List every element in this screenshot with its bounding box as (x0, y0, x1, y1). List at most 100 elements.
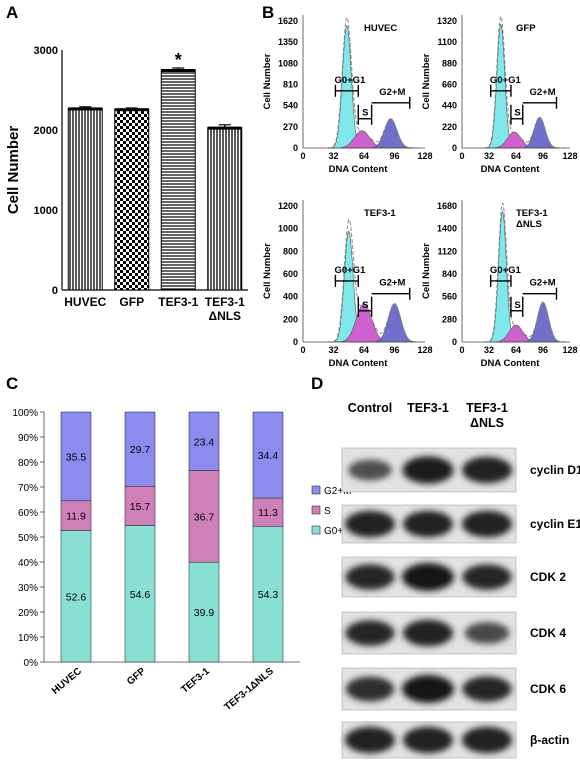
y-tick-label: 1350 (278, 37, 298, 47)
y-tick-label: 3000 (34, 45, 58, 57)
y-tick-label: 100% (12, 408, 38, 419)
band (402, 510, 454, 538)
lane-label: TEF3-1 ΔNLS (466, 401, 508, 430)
fit-envelope (483, 202, 565, 343)
histogram-1: 0 220 440 660 880 1100 1320 0 32 64 96 128 DNA Conte… (421, 15, 578, 175)
significance-marker: * (175, 50, 182, 70)
segment-G2+M (60, 411, 92, 502)
bar-top-edge (161, 69, 196, 72)
y-tick-label: 1100 (437, 37, 457, 47)
g0g1-label: G0+G1 (490, 265, 522, 276)
panel-letter-a: A (6, 3, 18, 22)
histogram-title: HUVEC (364, 23, 397, 34)
data-label: 52.6 (66, 591, 87, 603)
lane-label: Control (348, 401, 392, 415)
panel-letter-d: D (311, 374, 323, 393)
x-tick-label: 128 (562, 151, 577, 161)
segment-G0+G1 (252, 525, 284, 663)
g2m-label: G2+M (530, 278, 556, 289)
blot-row-3: CDK 4 (341, 611, 566, 655)
x-tick-label: GFP (125, 666, 148, 688)
y-tick-label: 0 (452, 143, 457, 153)
g2m-peak (524, 117, 560, 149)
y-tick-label: 600 (283, 269, 298, 279)
protein-label: CDK 6 (530, 682, 566, 696)
data-label: 54.3 (258, 589, 279, 601)
segment-G0+G1 (60, 530, 92, 663)
segment-G0+G1 (188, 561, 220, 663)
y-tick-label: 70% (18, 483, 38, 494)
y-tick-label: 1120 (437, 246, 457, 256)
x-tick-label: 32 (484, 345, 494, 355)
band (461, 726, 513, 754)
blot-row-4: CDK 6 (341, 667, 566, 711)
data-label: 11.3 (258, 507, 278, 519)
x-tick-label: 128 (562, 345, 577, 355)
blot-row-1: cyclin E1 (341, 504, 580, 544)
protein-label: CDK 2 (530, 570, 566, 584)
x-tick-label: 128 (417, 345, 432, 355)
histogram-2: 0 200 400 600 800 1000 1200 0 32 64 96 128 DNA Conte… (262, 200, 433, 369)
y-tick-label: 1000 (34, 205, 58, 217)
y-axis-label: Cell Number (5, 126, 22, 215)
panel-a: A 0 1000 2000 3000 Cell Number HUVEC GFP * TEF3-1… (5, 3, 248, 323)
panel-c: C 0% 10% 20% 30% 40% 50% 60% 70% 80% 90% 100% 52.6 11… (6, 374, 357, 713)
protein-label: CDK 4 (530, 626, 566, 640)
y-tick-label: 60% (18, 508, 38, 519)
y-tick-label: 1000 (278, 224, 298, 234)
band (344, 510, 396, 538)
y-tick-label: 10% (18, 633, 38, 644)
g2m-label: G2+M (379, 87, 405, 98)
segment-G2+M (124, 411, 156, 487)
x-tick-label: TEF3-1 (158, 295, 198, 309)
y-tick-label: 220 (442, 122, 457, 132)
y-axis-label: Cell Number (262, 53, 273, 109)
x-tick-label: TEF3-1 (179, 666, 212, 696)
x-tick-label: 64 (511, 345, 521, 355)
protein-label: cyclin E1 (530, 517, 580, 531)
y-tick-label: 800 (283, 246, 298, 256)
y-tick-label: 1200 (278, 201, 298, 211)
band (402, 619, 454, 647)
bar-1 (114, 108, 150, 291)
histogram-title: TEF3-1 (364, 208, 396, 219)
histogram-3: 0 280 560 840 1120 1400 1680 0 32 64 96 128 DNA Cont… (421, 200, 578, 369)
data-label: 15.7 (130, 501, 151, 513)
segment-G2+M (252, 411, 284, 499)
band (461, 456, 513, 484)
segment-G2+M (188, 411, 220, 471)
x-tick-label: 96 (538, 151, 548, 161)
blot-row-2: CDK 2 (341, 556, 566, 598)
histogram-0: 0 270 540 810 1080 1350 1620 0 32 64 96 128 DNA Cont… (262, 15, 433, 175)
legend-label: G0+G1 (324, 526, 357, 537)
band (345, 676, 395, 702)
g0g1-label: G0+G1 (490, 75, 522, 86)
g0g1-label: G0+G1 (334, 75, 366, 86)
g2m-label: G2+M (379, 278, 405, 289)
y-tick-label: 0 (52, 285, 58, 297)
data-label: 23.4 (194, 436, 215, 448)
data-label: 11.9 (66, 511, 86, 523)
panel-letter-c: C (6, 374, 18, 393)
panel-letter-b: B (262, 3, 274, 22)
g2m-label: G2+M (530, 87, 556, 98)
x-axis-label: DNA Content (481, 358, 541, 369)
segment-G0+G1 (124, 525, 156, 663)
y-tick-label: 2000 (34, 125, 58, 137)
y-tick-label: 400 (283, 292, 298, 302)
y-tick-label: 0 (452, 337, 457, 347)
bar-0 (67, 107, 103, 291)
legend-swatch (311, 485, 321, 495)
y-tick-label: 40% (18, 558, 38, 569)
x-tick-label: 96 (389, 345, 399, 355)
band (345, 620, 395, 646)
y-tick-label: 1400 (437, 224, 457, 234)
data-label: 54.6 (130, 589, 151, 601)
y-tick-label: 0% (24, 658, 39, 669)
segment-S (60, 500, 92, 531)
panel-b: B 0 270 540 810 1080 1350 1620 0 32 64 96 128 DNA Con… (262, 3, 578, 369)
data-label: 35.5 (66, 451, 87, 463)
data-label: 34.4 (258, 450, 279, 462)
band (348, 459, 392, 481)
